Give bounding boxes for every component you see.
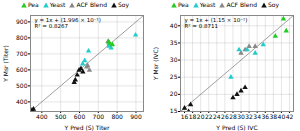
svg-text:500: 500 (55, 113, 67, 120)
html-text:ACF Blend: ACF Blend (226, 1, 257, 8)
svg-text:30: 30 (237, 113, 245, 120)
svg-text:900: 900 (130, 113, 142, 120)
svg-text:15: 15 (170, 107, 178, 114)
svg-text:16: 16 (181, 113, 189, 120)
svg-text:35: 35 (170, 39, 178, 46)
html-text:Yeast: Yeast (199, 1, 216, 8)
html-text:Soy: Soy (118, 1, 130, 8)
svg-text:800: 800 (16, 34, 28, 41)
svg-text:Y Msr (Titer): Y Msr (Titer) (2, 45, 9, 83)
svg-text:900: 900 (16, 18, 28, 25)
svg-text:700: 700 (93, 113, 105, 120)
html-text:Yeast: Yeast (49, 1, 66, 8)
svg-text:26: 26 (221, 113, 229, 120)
svg-text:20: 20 (197, 113, 205, 120)
svg-text:400: 400 (36, 113, 48, 120)
svg-text:32: 32 (245, 113, 253, 120)
svg-text:25: 25 (170, 73, 178, 80)
svg-text:28: 28 (229, 113, 237, 120)
svg-text:40: 40 (170, 22, 178, 29)
svg-text:800: 800 (111, 113, 123, 120)
svg-text:Y Pred (S) IVC: Y Pred (S) IVC (215, 124, 257, 131)
svg-text:y = 1x + (1.996 × 10⁻¹)R² = 0.: y = 1x + (1.996 × 10⁻¹)R² = 0.8267 (35, 17, 101, 29)
html-text:Soy: Soy (268, 1, 280, 8)
html-text:Pea: Pea (27, 1, 39, 8)
svg-text:22: 22 (205, 113, 213, 120)
svg-text:30: 30 (170, 56, 178, 63)
svg-text:40: 40 (278, 113, 286, 120)
html-text:ACF Blend: ACF Blend (76, 1, 107, 8)
svg-text:600: 600 (16, 66, 28, 73)
svg-text:34: 34 (253, 113, 261, 120)
svg-text:600: 600 (74, 113, 86, 120)
svg-text:700: 700 (16, 50, 28, 57)
svg-text:18: 18 (189, 113, 197, 120)
svg-text:24: 24 (213, 113, 221, 120)
html-text:Pea: Pea (177, 1, 189, 8)
svg-text:Y Pred (S) Titer: Y Pred (S) Titer (64, 124, 110, 131)
svg-text:42: 42 (286, 113, 294, 120)
svg-text:500: 500 (16, 82, 28, 89)
svg-text:400: 400 (16, 98, 28, 105)
svg-text:20: 20 (170, 90, 178, 97)
svg-text:36: 36 (261, 113, 269, 120)
svg-text:38: 38 (270, 113, 278, 120)
svg-text:y = 1x + (1.15 × 10⁻¹)R² = 0.8: y = 1x + (1.15 × 10⁻¹)R² = 0.8711 (185, 17, 248, 29)
svg-text:Y Msr (IVC): Y Msr (IVC) (152, 47, 159, 81)
